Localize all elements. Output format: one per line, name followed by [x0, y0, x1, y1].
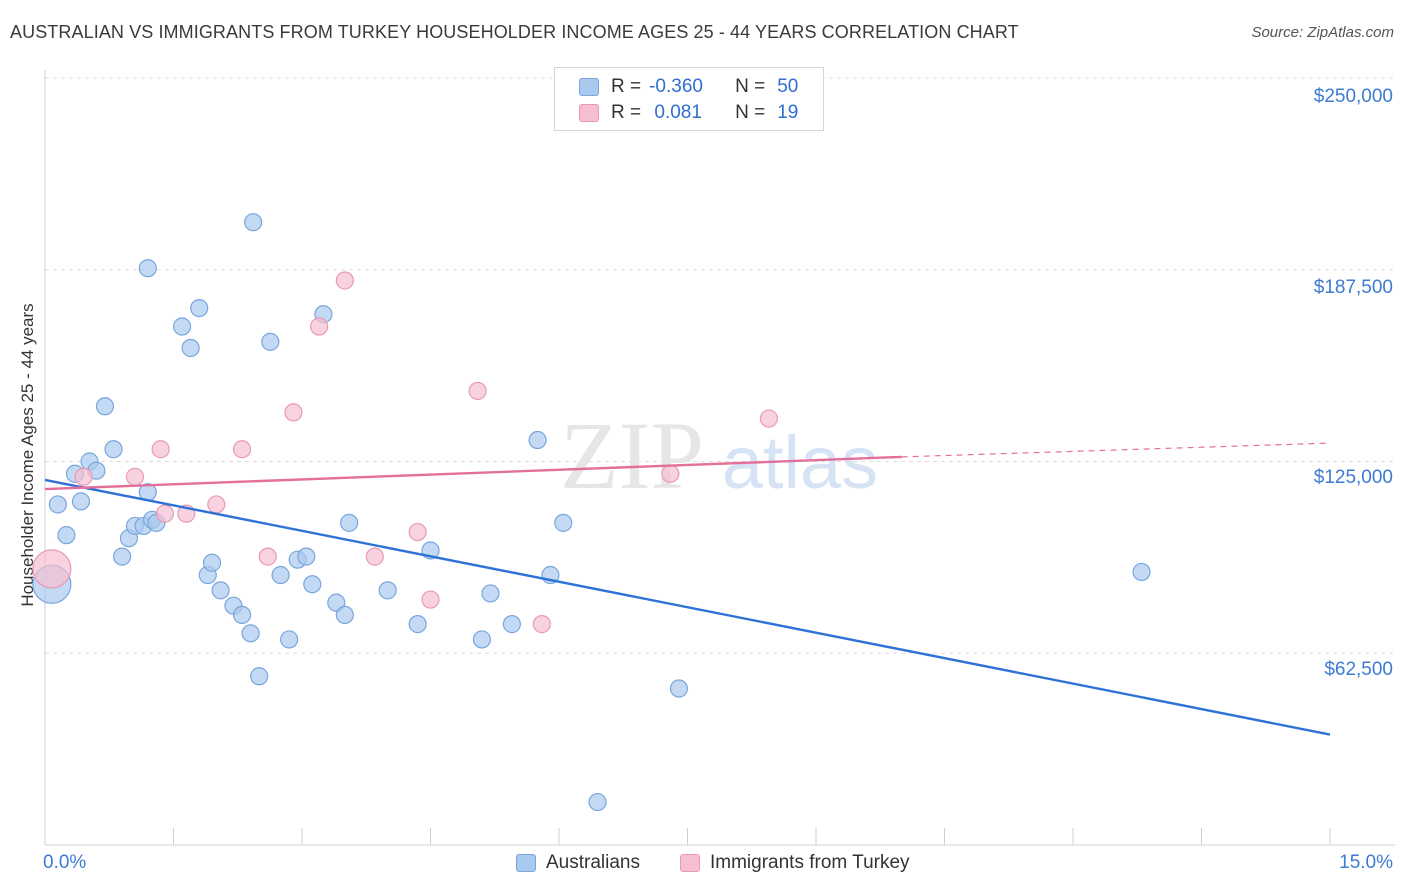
- australians-point: [554, 513, 573, 532]
- turkey-point: [155, 504, 175, 523]
- australians-point: [71, 492, 91, 511]
- australians-point: [340, 513, 359, 532]
- n-label: N =: [735, 76, 766, 97]
- australians-point: [244, 213, 263, 232]
- legend-swatch-pink: [680, 854, 700, 872]
- trend-line: [44, 478, 1331, 736]
- turkey-point: [468, 381, 487, 401]
- legend-swatch-pink: [579, 104, 599, 122]
- australians-point: [528, 430, 547, 450]
- grid-lines: [45, 77, 1395, 654]
- turkey-point: [310, 317, 329, 336]
- legend-label: Immigrants from Turkey: [710, 852, 910, 873]
- turkey-point: [32, 549, 72, 589]
- australians-point: [232, 605, 252, 625]
- australians-point: [297, 547, 316, 566]
- australians-point: [472, 630, 491, 649]
- australians-point: [172, 317, 192, 336]
- australians-point: [669, 679, 689, 698]
- axes: [44, 70, 1395, 846]
- australians-point: [280, 630, 299, 649]
- australians-point: [112, 547, 132, 566]
- turkey-point: [151, 440, 170, 459]
- turkey-point: [421, 590, 440, 609]
- australians-point: [481, 584, 500, 603]
- bottom-legend-turkey: Immigrants from Turkey: [680, 852, 910, 874]
- australians-point: [95, 397, 115, 416]
- australians-point: [241, 624, 260, 643]
- australians-point: [190, 299, 209, 318]
- australians-point: [303, 575, 322, 594]
- australians-point: [327, 593, 346, 612]
- turkey-point: [232, 440, 252, 459]
- australians-point: [1132, 562, 1151, 582]
- turkey-point: [365, 547, 384, 566]
- y-tick-label: $125,000: [1313, 467, 1393, 488]
- turkey-point: [258, 547, 277, 566]
- australians-point: [138, 259, 157, 278]
- chart-title: AUSTRALIAN VS IMMIGRANTS FROM TURKEY HOU…: [10, 22, 1019, 42]
- australians-point: [261, 332, 280, 351]
- n-label: N =: [735, 102, 766, 123]
- australians-point: [48, 495, 67, 514]
- turkey-point: [335, 271, 354, 290]
- r-label: R =: [611, 102, 642, 123]
- legend-row-turkey: R = 0.081 N = 19: [579, 101, 798, 125]
- bottom-legend-australians: Australians: [516, 852, 640, 874]
- australians-point: [211, 581, 230, 600]
- r-value: 0.081: [649, 102, 702, 123]
- y-tick-label: $250,000: [1313, 86, 1393, 107]
- source-label: Source: ZipAtlas.com: [1251, 24, 1394, 41]
- stats-legend: R = -0.360 N = 50 R = 0.081 N = 19: [554, 67, 824, 131]
- legend-swatch-blue: [579, 78, 599, 96]
- legend-swatch-blue: [516, 854, 536, 872]
- trend-lines: [44, 442, 1331, 736]
- australians-point: [378, 581, 397, 600]
- turkey-point: [207, 495, 226, 514]
- australians-point: [250, 667, 269, 686]
- australians-point: [181, 338, 200, 358]
- turkey-point: [125, 467, 145, 486]
- legend-label: Australians: [546, 852, 640, 873]
- australians-point: [271, 565, 290, 585]
- trend-line-extension: [901, 442, 1331, 458]
- y-tick-label: $62,500: [1324, 659, 1393, 680]
- watermark-zip: ZIP: [560, 402, 704, 509]
- x-tick-label-max: 15.0%: [1339, 852, 1393, 873]
- n-value: 19: [777, 102, 799, 123]
- y-tick-label: $187,500: [1313, 277, 1393, 298]
- x-tick-label-min: 0.0%: [43, 852, 87, 873]
- turkey-point: [408, 522, 427, 542]
- australians-point: [588, 792, 607, 812]
- r-label: R =: [611, 76, 642, 97]
- series-immigrants-turkey: [32, 271, 778, 634]
- turkey-point: [284, 403, 303, 422]
- r-value: -0.360: [649, 76, 703, 97]
- n-value: 50: [777, 76, 799, 97]
- australians-point: [57, 526, 76, 545]
- australians-point: [335, 605, 354, 625]
- trend-line: [44, 455, 902, 491]
- turkey-point: [532, 615, 551, 634]
- legend-row-australians: R = -0.360 N = 50: [579, 75, 798, 99]
- australians-point: [104, 440, 123, 459]
- australians-point: [202, 553, 222, 572]
- turkey-point: [661, 464, 680, 483]
- series-australians: [32, 213, 1151, 812]
- australians-point: [502, 615, 521, 634]
- turkey-point: [74, 467, 93, 486]
- turkey-point: [759, 409, 778, 428]
- australians-point: [408, 615, 427, 634]
